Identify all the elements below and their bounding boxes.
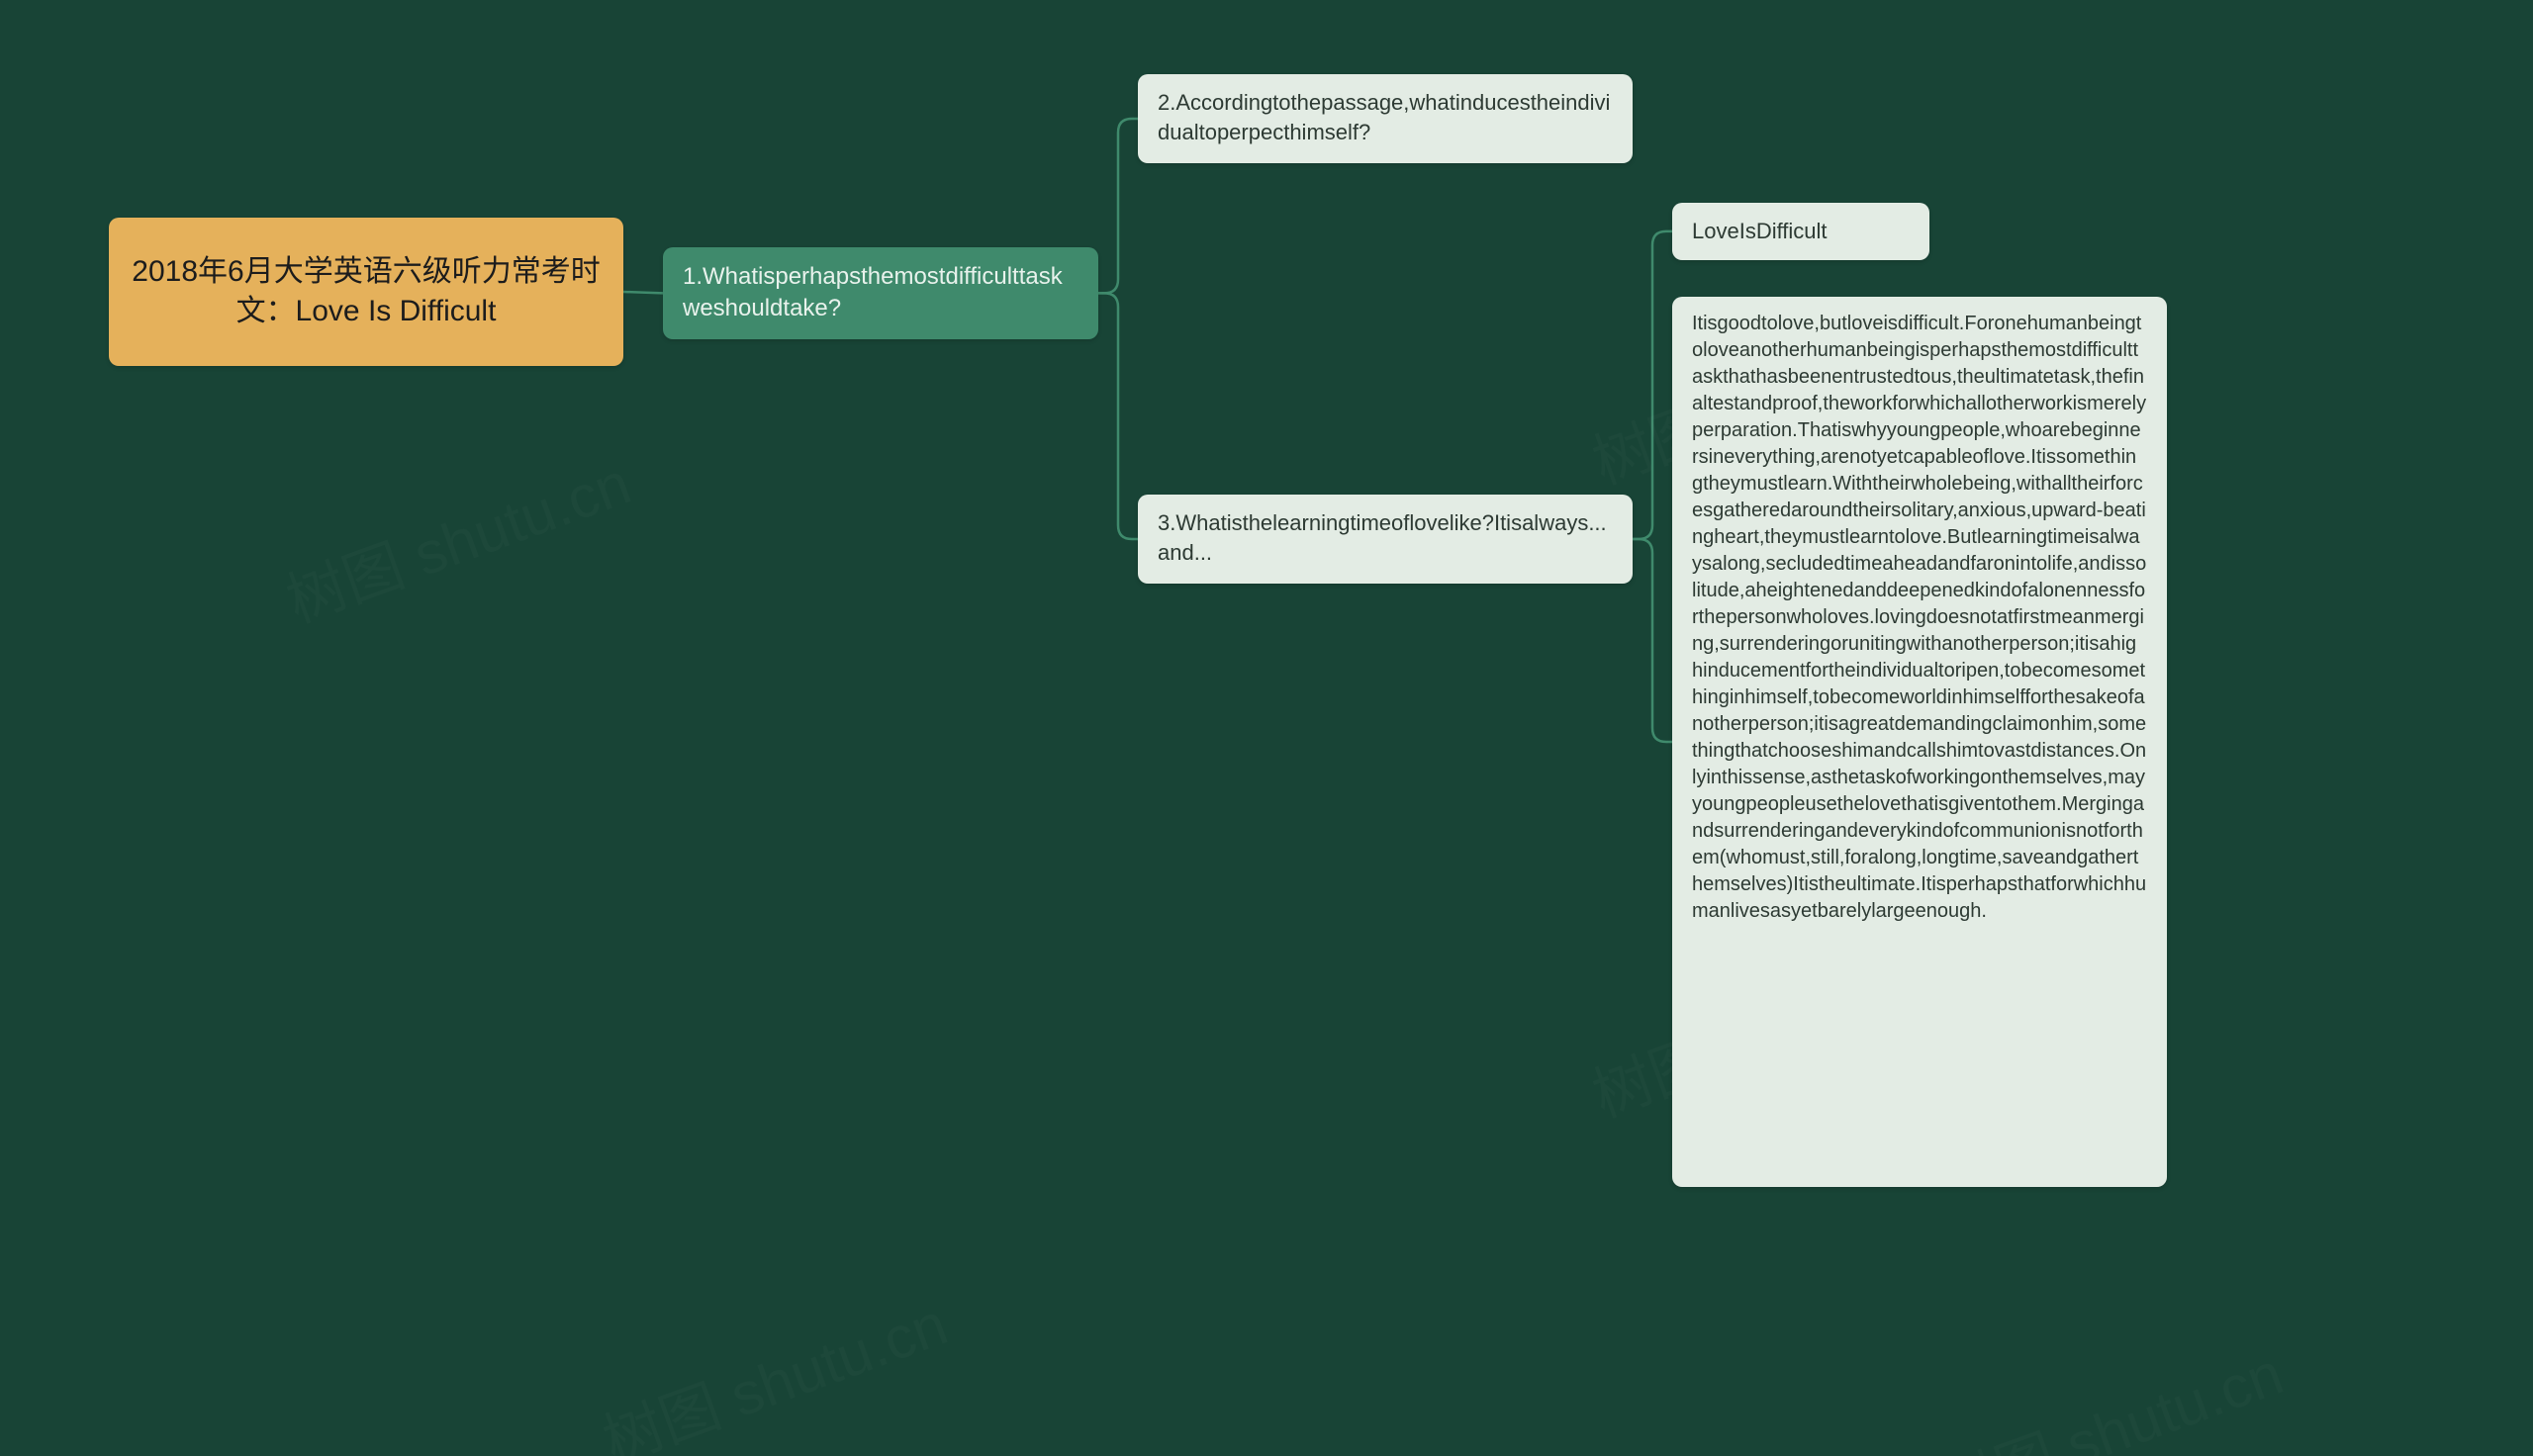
node-passage-title[interactable]: LoveIsDifficult — [1672, 203, 1929, 260]
node-question-2[interactable]: 2.Accordingtothepassage,whatinducesthein… — [1138, 74, 1633, 163]
node-question-3[interactable]: 3.Whatisthelearningtimeoflovelike?Itisal… — [1138, 495, 1633, 584]
watermark: 树图 shutu.cn — [590, 1276, 957, 1456]
watermark: 树图 shutu.cn — [1925, 1325, 2293, 1456]
connector — [1633, 539, 1672, 742]
node-question-1[interactable]: 1.Whatisperhapsthemostdifficulttaskwesho… — [663, 247, 1098, 339]
connector — [1633, 231, 1672, 539]
connector — [1098, 293, 1138, 539]
connector — [623, 292, 663, 293]
mindmap-canvas: 2018年6月大学英语六级听力常考时文：Love Is Difficult 1.… — [0, 0, 2533, 1456]
watermark: 树图 shutu.cn — [273, 435, 640, 639]
node-passage-body[interactable]: Itisgoodtolove,butloveisdifficult.Forone… — [1672, 297, 2167, 1187]
connector — [1098, 119, 1138, 293]
root-node[interactable]: 2018年6月大学英语六级听力常考时文：Love Is Difficult — [109, 218, 623, 366]
